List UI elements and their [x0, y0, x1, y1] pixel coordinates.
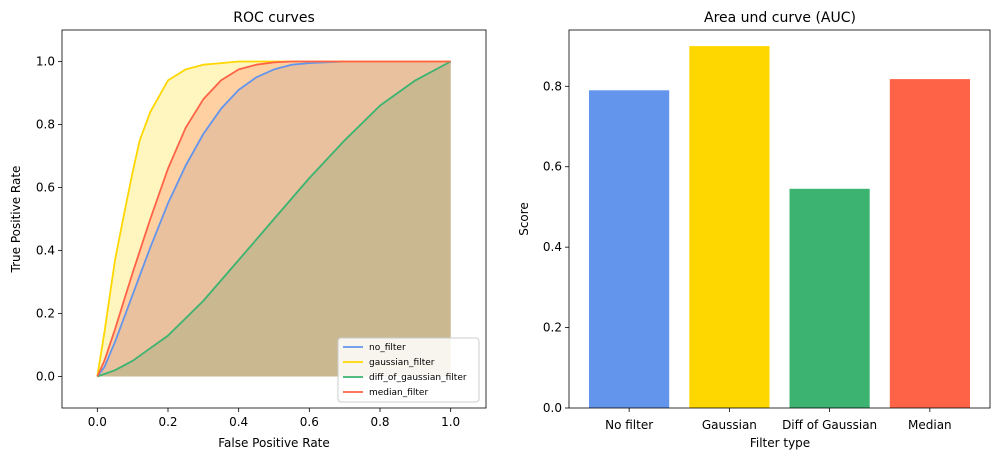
auc-x-axis: No filter Gaussian Diff of Gaussian Median [605, 408, 952, 432]
roc-x-tick-label: 0.2 [158, 415, 177, 429]
roc-chart: ROC curves 0.0 0.2 0.4 0.6 0.8 1.0 0.00.20.40… [9, 10, 487, 450]
auc-x-tick-label: Diff of Gaussian [782, 418, 877, 432]
roc-legend-frame [337, 337, 480, 403]
auc-y-tick-label: 0.2 [543, 321, 562, 335]
roc-plot-frame [61, 29, 487, 409]
auc-y-tick-label: 0.8 [543, 79, 562, 93]
roc-line-no_filter [96, 60, 451, 378]
auc-bars [589, 46, 970, 409]
roc-y-axis: 0.0 0.2 0.4 0.6 0.8 1.0 [36, 55, 62, 384]
roc-y-tick-label: 0.2 [36, 307, 55, 321]
roc-y-axis-label: True Positive Rate [9, 166, 23, 274]
auc-y-axis-label: Score [517, 202, 531, 236]
auc-plot-frame [568, 29, 991, 409]
auc-bar-diff-of-gaussian [789, 188, 870, 408]
auc-bar-gaussian [689, 46, 770, 408]
auc-x-tick-label: Gaussian [702, 418, 757, 432]
roc-line-diff_of_gaussian_filter [96, 60, 452, 378]
auc-chart: Area und curve (AUC) No filter Gaussian Di… [517, 10, 991, 450]
roc-chart-title: ROC curves [233, 10, 315, 26]
roc-y-tick-label: 1.0 [36, 55, 55, 69]
roc-series-lines [96, 60, 452, 378]
auc-y-tick-label: 0.4 [543, 240, 562, 254]
auc-bar-median [889, 79, 970, 408]
auc-y-axis: 0.0 0.2 0.4 0.6 0.8 [543, 79, 569, 415]
roc-x-tick-label: 1.0 [441, 415, 460, 429]
auc-x-tick-label: No filter [605, 418, 653, 432]
roc-legend-label: median_filter [369, 388, 428, 398]
roc-legend-label: no_filter [369, 343, 406, 353]
roc-x-tick-label: 0.8 [370, 415, 389, 429]
auc-x-axis-label: Filter type [750, 436, 810, 450]
auc-x-tick-label: Median [908, 418, 952, 432]
roc-x-axis-label: False Positive Rate [218, 436, 330, 450]
auc-y-tick-label: 0.0 [543, 401, 562, 415]
auc-y-tick-label: 0.6 [543, 160, 562, 174]
roc-x-tick-label: 0.0 [88, 415, 107, 429]
auc-chart-title: Area und curve (AUC) [704, 10, 856, 26]
roc-legend-label: diff_of_gaussian_filter [369, 373, 467, 383]
roc-legend: no_filter gaussian_filter diff_of_gaussian… [337, 337, 480, 403]
roc-y-tick-label: 0.8 [36, 118, 55, 132]
roc-legend-label: gaussian_filter [369, 358, 435, 368]
roc-line-median_filter [96, 60, 451, 377]
roc-y-tick-label: 0.4 [36, 244, 55, 258]
roc-y-tick-label: 0.0 [36, 370, 55, 384]
roc-y-tick-label: 0.6 [36, 181, 55, 195]
roc-x-axis: 0.0 0.2 0.4 0.6 0.8 1.0 [88, 408, 460, 429]
roc-x-tick-label: 0.6 [300, 415, 319, 429]
roc-x-tick-label: 0.4 [229, 415, 248, 429]
auc-bar-no-filter [589, 90, 670, 409]
